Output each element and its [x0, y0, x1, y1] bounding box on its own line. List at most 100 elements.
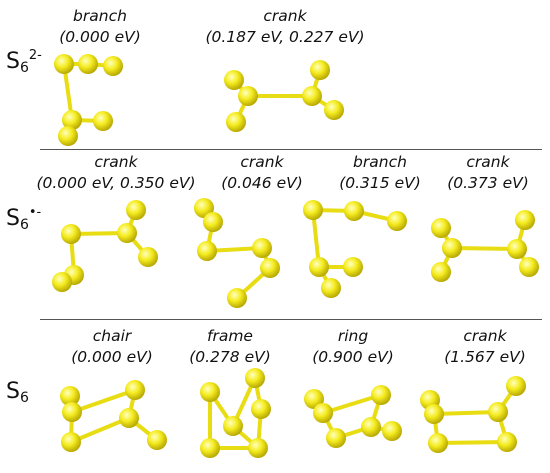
- isomer-name: branch: [353, 153, 407, 171]
- isomer-energy: (0.000 eV): [59, 28, 141, 46]
- isomer-name: crank: [463, 327, 507, 345]
- isomer-energy: (0.900 eV): [312, 348, 394, 366]
- sulfur-atom: [361, 417, 381, 437]
- caption-s6-rad-crank-1: crank (0.000 eV, 0.350 eV): [36, 152, 195, 194]
- sulfur-atom: [309, 257, 329, 277]
- molecule-s6-ring: [304, 385, 402, 448]
- sulfur-atom: [248, 438, 268, 458]
- bond: [321, 393, 383, 415]
- sulfur-atom: [252, 238, 272, 258]
- sulfur-atom: [321, 278, 341, 298]
- sulfur-atom: [125, 380, 145, 400]
- sulfur-atom: [60, 386, 80, 406]
- molecule-s6-2-crank: [224, 60, 344, 132]
- caption-s6-rad-crank-2: crank (0.046 eV): [221, 152, 303, 194]
- isomer-name: crank: [94, 153, 138, 171]
- isomer-name: crank: [466, 153, 510, 171]
- bond: [70, 388, 137, 414]
- isomer-energy: (0.373 eV): [447, 174, 529, 192]
- sulfur-atom: [251, 399, 271, 419]
- molecule-s6-2-branch: [54, 54, 123, 146]
- caption-s6-crank-neutral: crank (1.567 eV): [444, 326, 526, 368]
- isomer-energy: (0.315 eV): [339, 174, 421, 192]
- sulfur-atom: [310, 60, 330, 80]
- caption-s6-2-crank: crank (0.187 eV, 0.227 eV): [205, 6, 364, 48]
- sulfur-atom: [226, 112, 246, 132]
- sulfur-atom: [497, 432, 517, 452]
- sulfur-atom: [138, 247, 158, 267]
- sulfur-atom: [238, 86, 258, 106]
- sulfur-atom: [227, 288, 247, 308]
- row-label-s6-radical-anion: S6•-: [6, 205, 42, 233]
- sulfur-atom: [61, 432, 81, 452]
- sulfur-atom: [506, 376, 526, 396]
- row-label-s6-dianion: S62-: [6, 48, 42, 76]
- sulfur-atom: [442, 238, 462, 258]
- sulfur-atom: [103, 56, 123, 76]
- row-label-s6-neutral: S6: [6, 379, 29, 406]
- molecule-s6-rad-crank-3: [431, 210, 539, 282]
- sulfur-atom: [119, 408, 139, 428]
- sulfur-atom: [303, 200, 323, 220]
- isomer-energy: (0.278 eV): [189, 348, 271, 366]
- sulfur-atom: [78, 54, 98, 74]
- sulfur-atom: [371, 385, 391, 405]
- caption-s6-ring: ring (0.900 eV): [312, 326, 394, 368]
- sulfur-atom: [431, 218, 451, 238]
- sulfur-atom: [61, 224, 81, 244]
- sulfur-atom: [260, 258, 280, 278]
- sulfur-atom: [93, 111, 113, 131]
- isomer-energy: (1.567 eV): [444, 348, 526, 366]
- molecule-s6-rad-branch: [303, 200, 407, 298]
- sulfur-atom: [126, 200, 146, 220]
- caption-s6-rad-crank-3: crank (0.373 eV): [447, 152, 529, 194]
- sulfur-atom: [147, 430, 167, 450]
- sulfur-atom: [324, 100, 344, 120]
- molecule-s6-rad-crank-2: [194, 198, 280, 308]
- isomer-name: frame: [207, 327, 253, 345]
- sulfur-atom: [326, 428, 346, 448]
- sulfur-atom: [224, 70, 244, 90]
- sulfur-atom: [507, 239, 527, 259]
- sulfur-atom: [200, 438, 220, 458]
- sulfur-atom: [431, 262, 451, 282]
- caption-s6-chair: chair (0.000 eV): [71, 326, 153, 368]
- isomer-energy: (0.187 eV, 0.227 eV): [205, 28, 365, 46]
- sulfur-atom: [344, 201, 364, 221]
- sulfur-atom: [382, 421, 402, 441]
- sulfur-atom: [387, 211, 407, 231]
- bond: [436, 440, 509, 445]
- bond: [69, 416, 131, 444]
- sulfur-atom: [200, 382, 220, 402]
- sulfur-atom: [52, 272, 72, 292]
- isomer-name: ring: [337, 327, 369, 345]
- sulfur-atom: [58, 126, 78, 146]
- sulfur-atom: [428, 433, 448, 453]
- bond: [432, 410, 500, 416]
- caption-s6-2-branch: branch (0.000 eV): [59, 6, 141, 48]
- sulfur-atom: [62, 402, 82, 422]
- row-divider-bottom: [40, 319, 542, 320]
- sulfur-atom: [519, 257, 539, 277]
- sulfur-atom: [117, 223, 137, 243]
- sulfur-atom: [302, 86, 322, 106]
- isomer-name: chair: [92, 327, 132, 345]
- molecule-s6-frame: [200, 368, 271, 458]
- molecule-s6-rad-crank-1: [52, 200, 158, 292]
- sulfur-atom: [424, 404, 444, 424]
- sulfur-atom: [313, 403, 333, 423]
- bond: [450, 246, 519, 251]
- sulfur-atom: [515, 210, 535, 230]
- isomer-energy: (0.000 eV): [71, 348, 153, 366]
- isomer-energy: (0.046 eV): [221, 174, 303, 192]
- caption-s6-frame: frame (0.278 eV): [189, 326, 271, 368]
- sulfur-atom: [343, 257, 363, 277]
- sulfur-atom: [203, 212, 223, 232]
- sulfur-atom: [223, 416, 243, 436]
- sulfur-atom: [62, 110, 82, 130]
- isomer-name: crank: [240, 153, 284, 171]
- isomer-name: branch: [73, 7, 127, 25]
- caption-s6-rad-branch: branch (0.315 eV): [339, 152, 421, 194]
- isomer-name: crank: [263, 7, 307, 25]
